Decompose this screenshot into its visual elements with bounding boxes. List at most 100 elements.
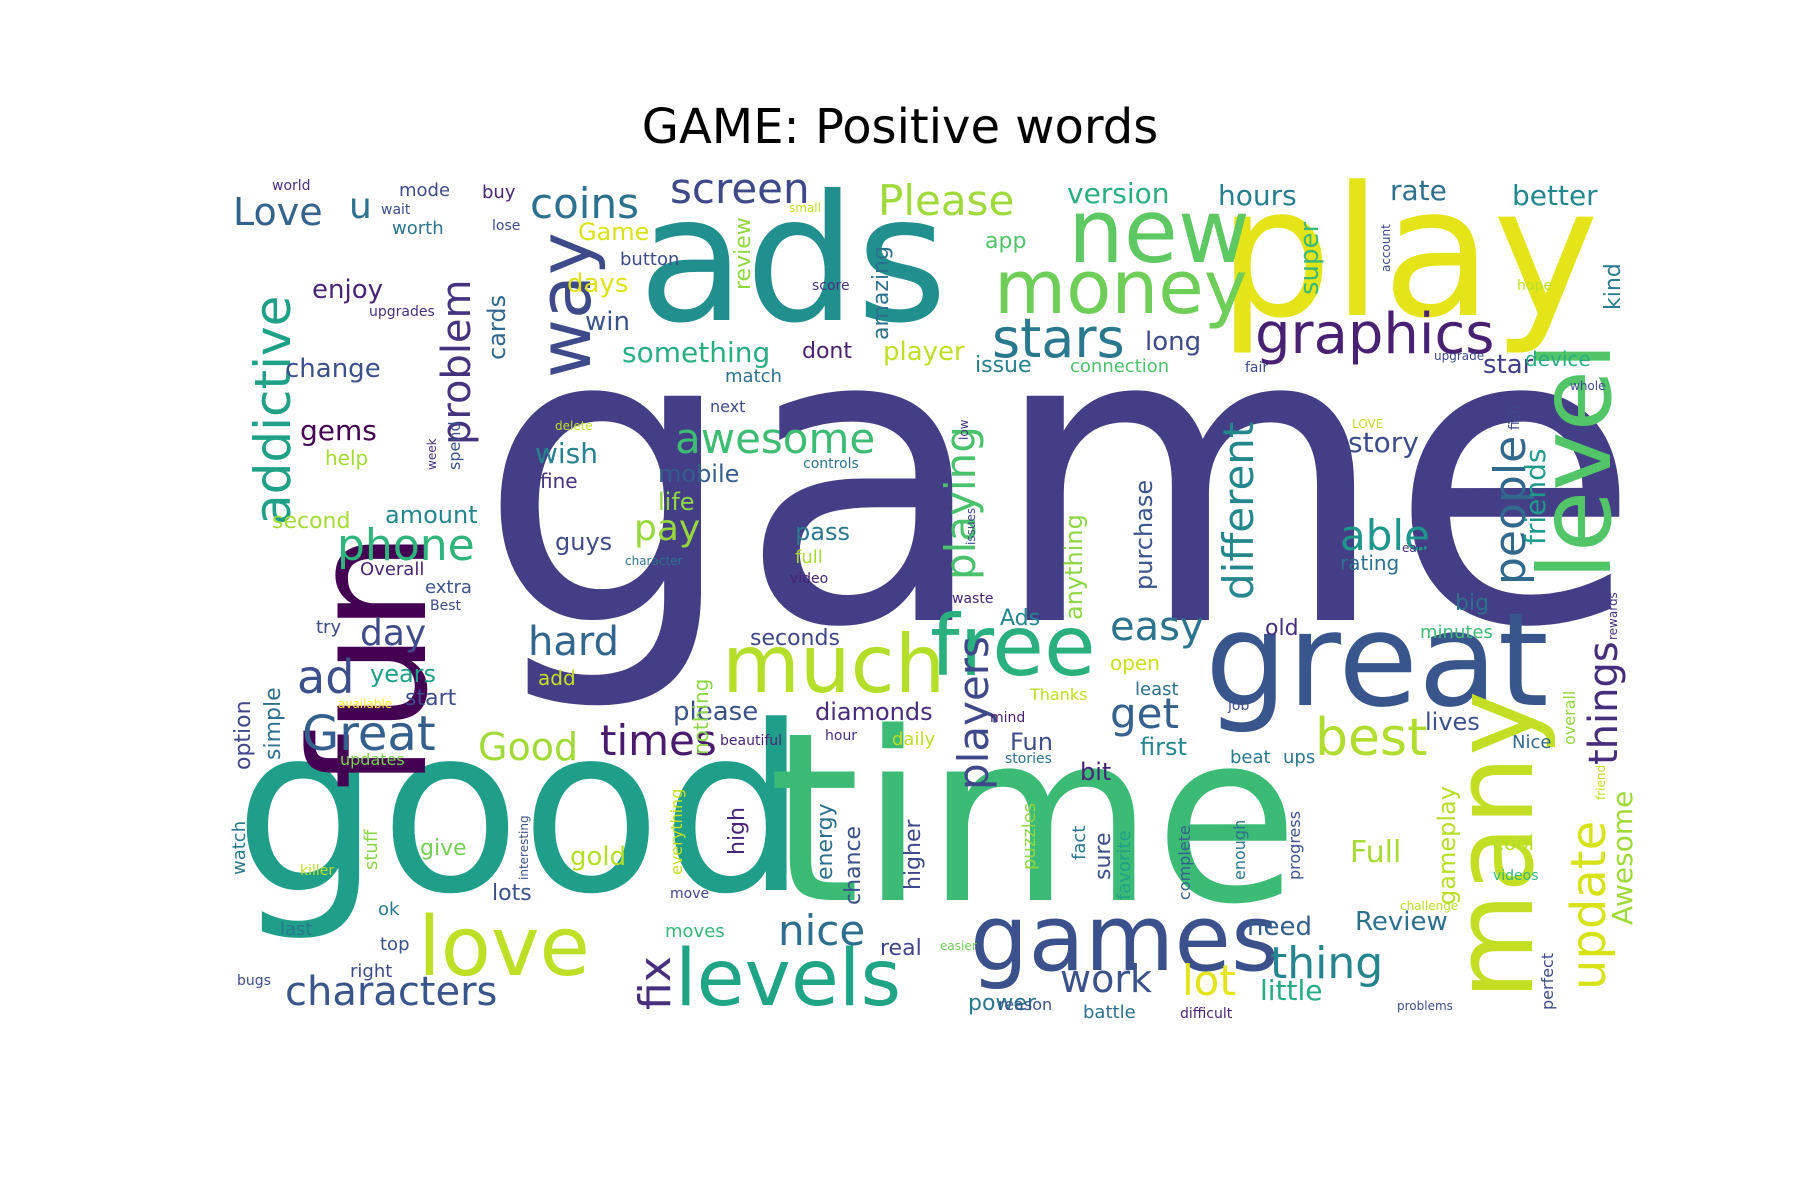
word-something: something: [622, 336, 770, 369]
word-sure: sure: [1091, 832, 1116, 880]
word-win: win: [585, 307, 630, 337]
word-different: different: [1214, 422, 1263, 600]
word-screen: screen: [670, 164, 810, 213]
word-review: Review: [1355, 907, 1448, 937]
word-days: days: [567, 269, 628, 299]
word-characters: characters: [285, 969, 497, 1015]
word-mode: mode: [399, 180, 450, 201]
word-full: full: [795, 547, 823, 568]
word-ads: ads: [638, 159, 948, 362]
word-change: change: [285, 354, 381, 384]
word-option: option: [231, 700, 256, 770]
word-give: give: [420, 836, 467, 861]
word-thing: thing: [1270, 938, 1383, 989]
word-anything: anything: [1060, 514, 1088, 620]
word-beautiful: beautiful: [720, 733, 782, 749]
word-way: way: [523, 232, 607, 378]
word-good: Good: [478, 725, 578, 769]
word-please: please: [673, 697, 758, 727]
word-friend: friend: [1594, 765, 1608, 800]
word-guys: guys: [555, 528, 612, 556]
word-move: move: [670, 886, 709, 902]
word-u: u: [349, 186, 372, 227]
word-version: version: [1067, 177, 1170, 210]
word-please: Please: [878, 176, 1014, 225]
word-overall: overall: [1560, 691, 1579, 745]
word-addictive: addictive: [244, 296, 302, 525]
word-moves: moves: [665, 921, 725, 942]
word-enjoy: enjoy: [312, 275, 383, 305]
word-try: try: [316, 617, 341, 638]
word-game: game: [478, 239, 1641, 717]
word-update: update: [1561, 821, 1617, 990]
word-challenge: challenge: [1400, 899, 1458, 913]
word-killer: killer: [300, 863, 334, 879]
word-bit: bit: [1080, 758, 1111, 786]
word-little: little: [1260, 974, 1323, 1007]
word-life: life: [658, 488, 695, 516]
word-ok: ok: [378, 899, 400, 920]
word-world: world: [272, 178, 311, 194]
word-enough: enough: [1230, 820, 1249, 880]
word-mind: mind: [990, 710, 1025, 726]
word-fine: fine: [540, 469, 578, 493]
word-fun: Fun: [1010, 728, 1053, 756]
word-reason: reason: [998, 995, 1052, 1014]
word-next: next: [710, 397, 745, 416]
word-first: first: [1140, 733, 1187, 761]
word-hour: hour: [825, 728, 857, 744]
word-everything: everything: [667, 789, 686, 875]
word-nice: nice: [778, 906, 865, 955]
word-need: need: [1247, 912, 1312, 942]
word-play: play: [1218, 149, 1599, 358]
word-chance: chance: [841, 826, 866, 905]
word-friends: friends: [1519, 449, 1552, 545]
word-stuff: stuff: [361, 829, 382, 870]
word-people: people: [1485, 436, 1536, 585]
word-help: help: [325, 446, 368, 470]
word-rating: rating: [1340, 551, 1399, 575]
word-worth: worth: [392, 218, 444, 239]
word-score: score: [812, 278, 850, 294]
word-beat: beat: [1230, 747, 1271, 768]
word-levels: levels: [675, 934, 901, 1024]
word-interesting: interesting: [517, 815, 531, 880]
word-fun: fun: [276, 531, 463, 790]
word-energy: energy: [813, 803, 838, 880]
word-phone: phone: [337, 520, 475, 571]
word-star: star: [1483, 350, 1534, 380]
word-free: free: [930, 597, 1096, 695]
word-week: week: [425, 438, 439, 470]
word-things: things: [1581, 641, 1627, 765]
word-cards: cards: [483, 295, 511, 360]
word-small: small: [789, 201, 821, 215]
word-overall: Overall: [360, 559, 424, 580]
word-awesome: awesome: [675, 414, 875, 463]
word-top: top: [380, 934, 410, 955]
word-easier: easier: [940, 939, 977, 953]
word-button: button: [620, 249, 679, 270]
word-issues: issues: [964, 508, 978, 545]
word-easy: easy: [1110, 604, 1204, 650]
word-character: character: [625, 554, 683, 568]
word-start: start: [405, 686, 457, 711]
word-review: review: [731, 217, 756, 290]
word-amazing: amazing: [869, 246, 894, 340]
word-wait: wait: [381, 202, 411, 218]
word-cool: cool: [1493, 831, 1534, 855]
word-controls: controls: [803, 456, 859, 472]
word-fix: fix: [630, 956, 681, 1010]
word-simple: simple: [261, 687, 286, 760]
word-hope: hope: [1517, 278, 1552, 294]
word-big: big: [1455, 591, 1489, 616]
word-get: get: [1110, 689, 1179, 738]
word-issue: issue: [975, 353, 1032, 378]
word-great: great: [1205, 584, 1549, 736]
word-story: story: [1348, 426, 1419, 459]
word-app: app: [985, 229, 1026, 254]
word-level: level: [1517, 342, 1634, 580]
word-seconds: seconds: [750, 626, 840, 651]
word-problems: problems: [1397, 999, 1453, 1013]
word-super: super: [1295, 221, 1325, 295]
word-good: good: [234, 678, 807, 945]
